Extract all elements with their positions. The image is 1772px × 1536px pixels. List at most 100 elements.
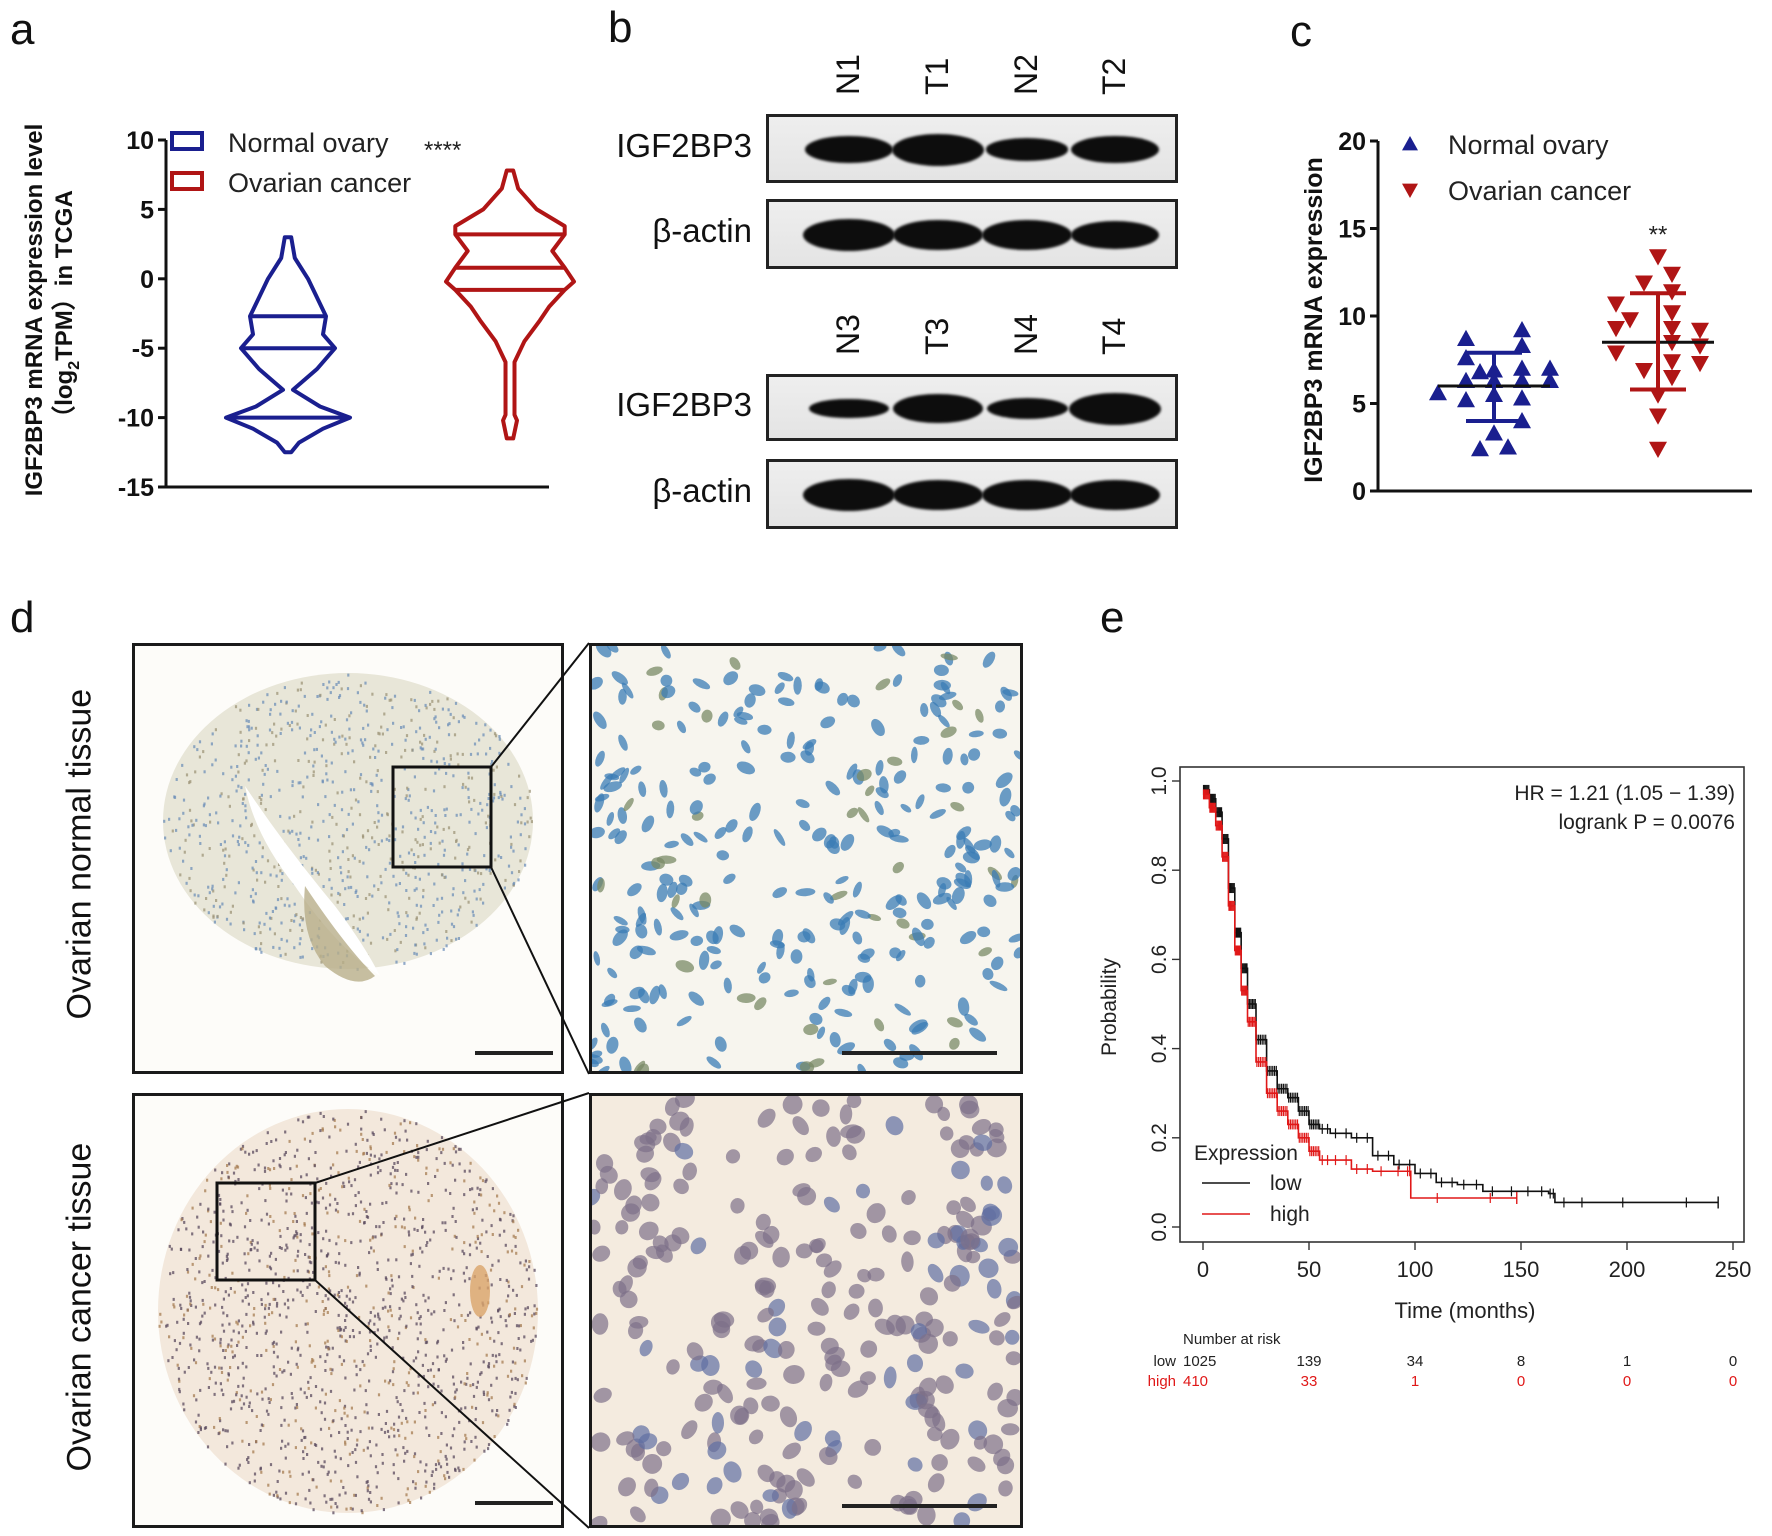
nucleus (178, 1390, 181, 1394)
cell-nucleus (829, 890, 848, 901)
nucleus (234, 1166, 237, 1170)
nucleus (338, 694, 342, 698)
nucleus (500, 856, 503, 859)
cell-nucleus (818, 996, 831, 1010)
nucleus (169, 1272, 172, 1276)
nucleus (528, 835, 531, 839)
nucleus (271, 731, 274, 735)
nucleus (417, 1190, 420, 1194)
nucleus (434, 715, 437, 719)
nucleus (444, 814, 447, 817)
nucleus (219, 1221, 222, 1225)
cell-nucleus (981, 1206, 1003, 1226)
nucleus (387, 908, 390, 912)
nucleus (410, 811, 413, 815)
data-point (1649, 408, 1667, 425)
nucleus (260, 871, 263, 875)
nucleus (354, 1204, 357, 1208)
nucleus (418, 877, 421, 881)
nucleus (193, 1358, 196, 1362)
nucleus (334, 740, 337, 744)
nucleus (384, 1305, 387, 1309)
nucleus (405, 1172, 408, 1176)
cell-nucleus (592, 1219, 601, 1235)
nucleus (338, 735, 341, 739)
nucleus (260, 751, 263, 755)
nucleus (514, 1391, 517, 1395)
nucleus (422, 756, 425, 760)
lane-label-N1: N1 (830, 54, 866, 95)
nucleus (473, 1200, 476, 1204)
nucleus (373, 1154, 376, 1158)
nucleus (457, 1466, 460, 1470)
nucleus (222, 1393, 225, 1397)
nucleus (280, 878, 283, 882)
nucleus (286, 897, 289, 901)
nucleus (406, 914, 409, 918)
nucleus (350, 1406, 353, 1410)
nucleus (382, 1298, 385, 1302)
nucleus (271, 1311, 274, 1315)
nucleus (398, 1317, 401, 1321)
nucleus (490, 1224, 493, 1228)
cell-nucleus (967, 1456, 986, 1472)
nucleus (509, 1395, 512, 1399)
nucleus (201, 1314, 204, 1318)
nucleus (388, 1435, 391, 1439)
cell-nucleus (946, 1200, 962, 1215)
nucleus (224, 847, 227, 851)
nucleus (169, 849, 172, 853)
nucleus (369, 1454, 372, 1458)
nucleus (256, 1241, 259, 1245)
nucleus (397, 1477, 400, 1481)
nucleus (393, 929, 396, 932)
nucleus (359, 776, 362, 780)
nucleus (247, 843, 250, 847)
nucleus (369, 1147, 372, 1151)
risk-value: 33 (1301, 1373, 1318, 1390)
nucleus (183, 1220, 186, 1224)
nucleus (210, 742, 213, 746)
nucleus (344, 770, 347, 774)
nucleus (487, 1447, 490, 1451)
blot-igf2bp3 (766, 374, 1178, 441)
nucleus (400, 755, 403, 759)
nucleus (363, 1410, 366, 1414)
nucleus (464, 1319, 467, 1322)
nucleus (351, 1212, 355, 1216)
cell-nucleus (938, 714, 950, 728)
nucleus (319, 1187, 322, 1190)
cell-nucleus (997, 1398, 1018, 1418)
nucleus (480, 1332, 483, 1336)
nucleus (514, 1236, 517, 1239)
nucleus (280, 1406, 283, 1410)
nucleus (280, 897, 283, 901)
nucleus (521, 1374, 524, 1378)
nucleus (347, 812, 350, 816)
cell-nucleus (834, 1008, 853, 1018)
cell-nucleus (639, 1132, 657, 1145)
nucleus (413, 1227, 416, 1231)
nucleus (206, 1178, 209, 1182)
nucleus (415, 887, 418, 891)
nucleus (458, 1162, 461, 1166)
nucleus (328, 878, 331, 882)
nucleus (178, 1379, 181, 1383)
nucleus (518, 870, 521, 873)
nucleus (326, 697, 329, 701)
nucleus (241, 1283, 244, 1287)
nucleus (364, 681, 367, 685)
cell-nucleus (772, 887, 788, 899)
cell-nucleus (772, 929, 784, 946)
nucleus (524, 1381, 527, 1385)
nucleus (287, 1423, 290, 1427)
nucleus (183, 1313, 186, 1317)
nucleus (245, 816, 248, 820)
nucleus (292, 1269, 295, 1273)
cell-nucleus (964, 1013, 978, 1026)
cell-nucleus (867, 1267, 885, 1282)
nucleus (290, 720, 294, 724)
nucleus (422, 1293, 425, 1297)
cell-nucleus (923, 936, 935, 949)
nucleus (307, 1470, 310, 1474)
